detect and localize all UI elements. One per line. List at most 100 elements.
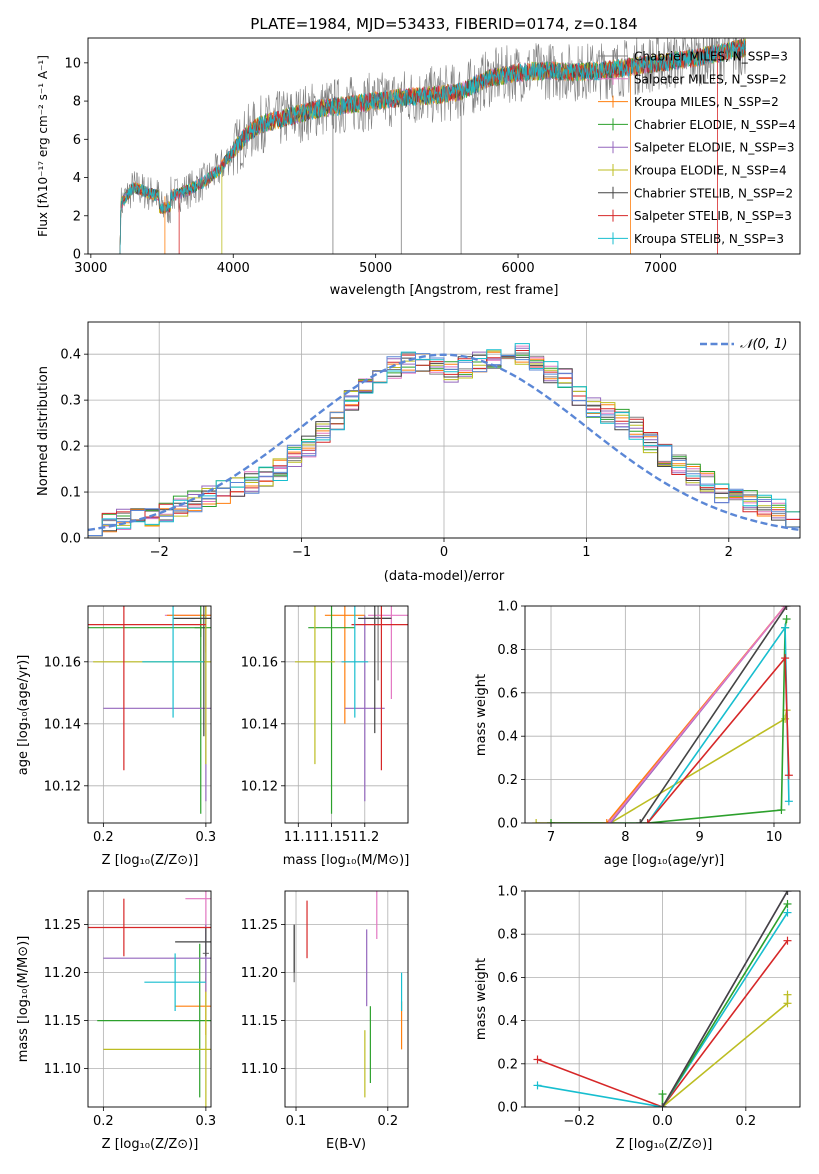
mass-weight-vs-metallicity-xtick-label: 0.0 [652,1114,673,1129]
spectrum-lines [119,38,746,254]
mass-vs-metallicity-plot-area: 0.2 0.3 11.10 11.15 11.20 11.25 [44,890,217,1129]
mass-vs-metallicity-errorbars [88,891,211,1107]
mass-weight-vs-age-ytick-label: 0.0 [497,817,518,832]
spectrum-ytick-label: 0 [73,248,81,263]
model-line-kroupa_stelib [119,39,746,254]
age-vs-mass-xlabel: mass [log₁₀(M/M⊙)] [283,853,410,868]
age-vs-metallicity-panel: 0.2 0.3 10.12 10.14 10.16 Z [log₁₀(Z/Z⊙)] ag… [16,605,217,868]
mass-vs-ebv-ytick-label: 11.15 [241,1014,278,1029]
histogram-normal [88,353,800,538]
mass-vs-metallicity-ytick-label: 11.20 [44,966,81,981]
residual-panel: −2 −1 0 1 2 0.0 0.1 0.2 0.3 0.4 (data-model)/erro… [36,321,801,584]
residual-ytick-label: 0.0 [60,532,81,547]
age-vs-mass-ytick-label: 10.12 [241,779,278,794]
series-line-chabrier_elodie [661,903,789,1107]
spectrum-ytick-label: 6 [73,133,81,148]
age-vs-metallicity-ytick-label: 10.14 [44,717,81,732]
spectrum-ylabel: Flux [fλ10⁻¹⁷ erg cm⁻² s⁻¹ A⁻¹] [36,55,50,237]
mass-vs-metallicity-ytick-label: 11.25 [44,918,81,933]
spectrum-xtick-label: 5000 [359,261,392,276]
mass-weight-vs-metallicity-grid [525,890,800,1108]
mass-vs-ebv-plot-area: 0.1 0.2 11.10 11.15 11.20 11.25 [241,890,409,1129]
spectrum-legend: Chabrier MILES, N_SSP=3 Salpeter MILES, N… [598,50,796,246]
mass-vs-ebv-xtick-label: 0.1 [286,1114,307,1129]
mass-vs-metallicity-ylabel: mass [log₁₀(M/M⊙)] [16,936,31,1063]
residual-xtick-label: 1 [582,545,590,560]
mass-weight-vs-metallicity-ytick-label: 0.2 [497,1057,518,1072]
mass-weight-vs-metallicity-plot-area: −0.2 0.0 0.2 0.0 0.2 0.4 0.6 0.8 1.0 [497,885,801,1129]
spectrum-title: PLATE=1984, MJD=53433, FIBERID=0174, z=0… [250,15,637,33]
mass-weight-vs-metallicity-ylabel: mass weight [474,958,489,1040]
spectrum-ytick-label: 10 [64,56,81,71]
legend-label-kroupa_stelib: Kroupa STELIB, N_SSP=3 [634,232,784,246]
mass-weight-vs-metallicity-lines [533,891,792,1107]
age-vs-metallicity-ylabel: age [log₁₀(age/yr)] [16,655,31,776]
mass-weight-vs-age-ytick-label: 0.8 [497,643,518,658]
mass-weight-vs-metallicity-xtick-label: −0.2 [563,1114,595,1129]
spectrum-frame [87,37,801,255]
residual-ytick-label: 0.2 [60,440,81,455]
series-line-salpeter_stelib [537,940,789,1107]
spectrum-ytick-label: 2 [73,209,81,224]
normal-legend-label: 𝒩(0, 1) [740,337,787,352]
age-vs-metallicity-frame [87,605,212,824]
age-vs-mass-plot-area: 11.1 11.15 11.2 10.12 10.14 10.16 [241,605,409,845]
mass-weight-vs-age-xlabel: age [log₁₀(age/yr)] [604,853,725,868]
series-line-chabrier_stelib [661,891,789,1107]
age-vs-metallicity-xtick-label: 0.3 [196,830,217,845]
spectrum-ytick-label: 8 [73,95,81,110]
legend-label-salpeter_elodie: Salpeter ELODIE, N_SSP=3 [634,141,795,155]
mass-weight-vs-metallicity-frame [524,890,801,1108]
residual-ytick-label: 0.4 [60,348,81,363]
spectrum-ytick-label: 4 [73,171,81,186]
age-vs-metallicity-plot-area: 0.2 0.3 10.12 10.14 10.16 [44,605,217,845]
series-line-kroupa_stelib [537,912,789,1107]
series-line-salpeter_stelib [646,655,790,823]
spectrum-plot-area: 3000 4000 5000 6000 7000 0 2 4 6 8 10 [64,37,801,276]
mass-weight-vs-metallicity-xtick-label: 0.2 [735,1114,756,1129]
mass-weight-vs-metallicity-ytick-label: 0.0 [497,1101,518,1116]
age-vs-mass-grid [285,606,408,823]
residual-xlabel: (data-model)/error [384,569,505,584]
mass-weight-vs-metallicity-ytick-label: 0.6 [497,971,518,986]
spectrum-xtick-label: 4000 [217,261,250,276]
age-vs-metallicity-grid [88,606,211,823]
mass-vs-metallicity-xlabel: Z [log₁₀(Z/Z⊙)] [102,1137,199,1152]
age-vs-mass-frame [284,605,409,824]
legend-label-kroupa_miles: Kroupa MILES, N_SSP=2 [634,95,779,109]
legend-label-chabrier_miles: Chabrier MILES, N_SSP=3 [634,50,788,64]
mass-vs-ebv-grid [285,891,408,1107]
legend-label-chabrier_stelib: Chabrier STELIB, N_SSP=2 [634,186,793,200]
age-vs-mass-errorbars [294,606,408,814]
residual-plot-area: −2 −1 0 1 2 0.0 0.1 0.2 0.3 0.4 [60,321,801,560]
residual-ytick-label: 0.3 [60,394,81,409]
mass-vs-metallicity-ytick-label: 11.10 [44,1062,81,1077]
mass-weight-vs-age-xtick-label: 7 [547,830,555,845]
age-vs-metallicity-ytick-label: 10.16 [44,655,81,670]
legend-label-salpeter_miles: Salpeter MILES, N_SSP=2 [634,72,787,86]
mass-weight-vs-age-xtick-label: 10 [766,830,783,845]
mass-weight-vs-metallicity-ytick-label: 0.4 [497,1014,518,1029]
mass-weight-vs-age-panel: 7 8 9 10 0.0 0.2 0.4 0.6 0.8 1.0 age [log₁₀(age/y… [474,600,801,868]
mass-vs-ebv-ytick-label: 11.25 [241,918,278,933]
age-vs-mass-ytick-label: 10.14 [241,717,278,732]
residual-histograms [88,343,800,538]
mass-weight-vs-metallicity-xlabel: Z [log₁₀(Z/Z⊙)] [616,1137,713,1152]
mass-vs-metallicity-ytick-label: 11.15 [44,1014,81,1029]
mass-vs-metallicity-frame [87,890,212,1108]
residual-xtick-label: −2 [150,545,169,560]
mass-weight-vs-age-frame [524,605,801,824]
age-vs-metallicity-xlabel: Z [log₁₀(Z/Z⊙)] [102,853,199,868]
model-line-salpeter_stelib [119,40,746,254]
series-line-salpeter_miles [608,606,786,823]
spectrum-panel: PLATE=1984, MJD=53433, FIBERID=0174, z=0… [36,15,801,298]
mass-vs-metallicity-xtick-label: 0.3 [196,1114,217,1129]
legend-label-kroupa_elodie: Kroupa ELODIE, N_SSP=4 [634,164,787,178]
normal-distribution-curve [88,353,800,532]
residual-xtick-label: −1 [292,545,311,560]
mass-weight-vs-age-xtick-label: 8 [621,830,629,845]
spectrum-xtick-label: 7000 [644,261,677,276]
mass-vs-ebv-ytick-label: 11.10 [241,1062,278,1077]
mass-vs-ebv-xlabel: E(B-V) [326,1137,366,1152]
mass-vs-metallicity-grid [88,891,211,1107]
